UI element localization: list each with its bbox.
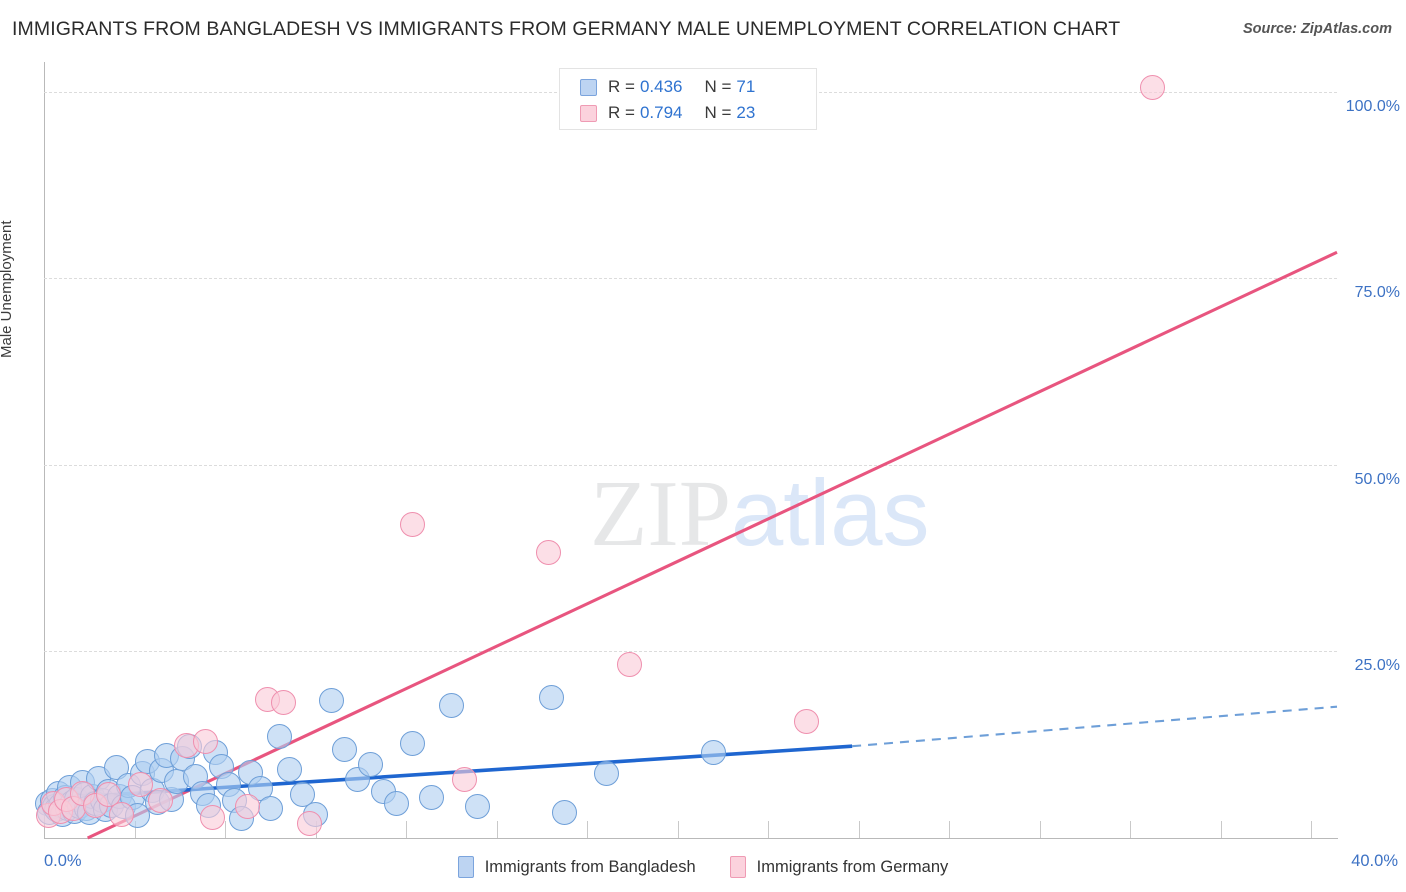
r-label: R = <box>608 103 635 122</box>
data-point-bangladesh[interactable] <box>419 785 445 811</box>
x-axis-tick <box>406 821 408 838</box>
r-value: 0.794 <box>639 103 683 122</box>
x-axis-tick <box>496 821 498 838</box>
data-point-bangladesh[interactable] <box>277 756 303 782</box>
x-axis-tick <box>1039 821 1041 838</box>
r-label: R = <box>608 77 635 96</box>
legend-color-swatch <box>457 856 474 878</box>
data-point-bangladesh[interactable] <box>257 795 283 821</box>
y-axis-title: Male Unemployment <box>0 220 15 358</box>
data-point-germany[interactable] <box>193 728 219 754</box>
data-point-bangladesh[interactable] <box>267 724 293 750</box>
germany-color-swatch <box>580 104 597 122</box>
zipatlas-watermark: ZIPatlas <box>590 466 930 562</box>
watermark-atlas: atlas <box>731 460 930 565</box>
y-axis-tick-label: 25.0% <box>1354 657 1400 675</box>
chart-header: IMMIGRANTS FROM BANGLADESH VS IMMIGRANTS… <box>0 0 1406 52</box>
data-point-germany[interactable] <box>296 810 322 836</box>
data-point-bangladesh[interactable] <box>383 791 409 817</box>
watermark-zip: ZIP <box>590 462 731 566</box>
legend-item-germany[interactable]: Immigrants from Germany <box>729 856 949 878</box>
source-label: Source: ZipAtlas.com <box>1242 21 1392 37</box>
series-legend: Immigrants from Bangladesh Immigrants fro… <box>0 850 1406 884</box>
data-point-bangladesh[interactable] <box>438 692 464 718</box>
x-axis-tick <box>587 821 589 838</box>
data-point-bangladesh[interactable] <box>700 740 726 766</box>
gridline <box>44 651 1337 653</box>
data-point-bangladesh[interactable] <box>551 800 577 826</box>
x-axis-min-label: 0.0% <box>44 852 82 870</box>
n-label: N = <box>704 77 732 96</box>
bangladesh-color-swatch <box>580 78 597 96</box>
x-axis-tick <box>768 821 770 838</box>
correlation-stat-row: R = 0.436 N = 71 <box>580 74 816 100</box>
correlation-stats-legend: R = 0.436 N = 71 R = 0.794 N = 23 <box>559 68 817 130</box>
gridline <box>44 278 1337 280</box>
x-axis-tick <box>949 821 951 838</box>
data-point-germany[interactable] <box>235 794 261 820</box>
legend-color-swatch <box>729 856 746 878</box>
y-axis-tick-label: 50.0% <box>1354 470 1400 488</box>
data-point-germany[interactable] <box>400 512 425 538</box>
n-label: N = <box>704 103 732 122</box>
x-axis-tick <box>1311 821 1313 838</box>
legend-label: Immigrants from Germany <box>756 857 949 876</box>
y-axis-line <box>44 62 45 839</box>
data-point-germany[interactable] <box>147 788 173 814</box>
y-axis-tick-label: 100.0% <box>1345 97 1400 115</box>
data-point-bangladesh[interactable] <box>464 794 490 820</box>
data-point-germany[interactable] <box>270 689 296 715</box>
bangladesh-trendline-extrapolated <box>852 705 1338 748</box>
data-point-bangladesh[interactable] <box>319 688 345 714</box>
x-axis-tick <box>858 821 860 838</box>
data-point-germany[interactable] <box>794 709 820 735</box>
data-point-bangladesh[interactable] <box>539 685 564 711</box>
y-axis-tick-label: 75.0% <box>1354 284 1400 302</box>
data-point-germany[interactable] <box>1140 74 1166 100</box>
data-point-germany[interactable] <box>535 540 561 566</box>
n-value: 71 <box>736 77 756 96</box>
r-value: 0.436 <box>639 77 683 96</box>
data-point-germany[interactable] <box>109 801 135 827</box>
data-point-bangladesh[interactable] <box>332 737 358 763</box>
x-axis-max-label: 40.0% <box>1351 852 1398 870</box>
data-point-bangladesh[interactable] <box>400 731 425 757</box>
correlation-stat-row: R = 0.794 N = 23 <box>580 100 816 126</box>
x-axis-tick <box>1130 821 1132 838</box>
x-axis-tick <box>1220 821 1222 838</box>
legend-label: Immigrants from Bangladesh <box>484 857 696 876</box>
x-axis-line <box>44 838 1338 839</box>
gridline <box>44 464 1337 466</box>
x-axis-tick <box>677 821 679 838</box>
n-value: 23 <box>736 103 756 122</box>
data-point-bangladesh[interactable] <box>593 761 619 787</box>
data-point-germany[interactable] <box>451 767 477 793</box>
trendlines <box>43 250 1338 840</box>
data-point-germany[interactable] <box>616 652 642 678</box>
x-axis-tick <box>225 821 227 838</box>
page-title: IMMIGRANTS FROM BANGLADESH VS IMMIGRANTS… <box>12 18 1121 40</box>
legend-item-bangladesh[interactable]: Immigrants from Bangladesh <box>457 856 696 878</box>
data-point-bangladesh[interactable] <box>357 752 383 778</box>
scatter-plot-area: ZIPatlas <box>34 62 1338 840</box>
data-point-germany[interactable] <box>199 804 225 830</box>
